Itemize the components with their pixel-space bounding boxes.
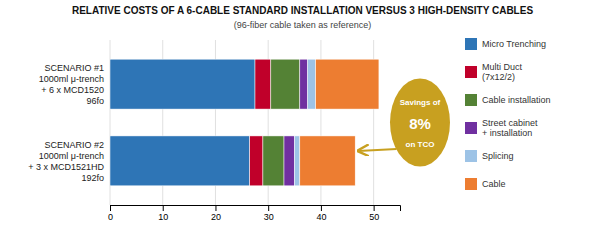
chart: RELATIVE COSTS OF A 6-CABLE STANDARD INS… — [0, 0, 605, 239]
title: RELATIVE COSTS OF A 6-CABLE STANDARD INS… — [72, 5, 533, 16]
bar — [110, 136, 250, 186]
legend-swatch — [465, 178, 477, 190]
bar — [308, 59, 316, 109]
bar — [271, 59, 300, 109]
tick: 40 — [316, 205, 326, 222]
legend-swatch — [465, 94, 477, 106]
bar — [255, 59, 271, 109]
tick-mark — [110, 205, 111, 211]
legend-item: Cable — [465, 178, 506, 190]
legend-label: Cable — [482, 179, 506, 189]
tick: 20 — [211, 205, 221, 222]
bars — [110, 59, 379, 186]
legend-item: Micro Trenching — [465, 38, 546, 50]
annotation-text: on TCO — [406, 140, 435, 149]
legend-label: Splicing — [482, 151, 514, 161]
annotation-arrow — [358, 149, 396, 151]
tick: 0 — [108, 205, 113, 222]
bar — [110, 59, 255, 109]
legend-swatch — [465, 66, 477, 78]
annotation-text: 8% — [409, 115, 431, 132]
tick-mark — [215, 205, 216, 211]
bar — [300, 136, 355, 186]
legend-label: Street cabinet+ installation — [482, 118, 538, 138]
legend-item: Multi Duct(7x12/2) — [465, 62, 523, 83]
category-labels: SCENARIO #11000ml μ-trench+ 6 x MCD15209… — [28, 63, 104, 183]
bar — [300, 59, 308, 109]
tick-mark — [374, 205, 375, 211]
bar — [316, 59, 379, 109]
legend-swatch — [465, 150, 477, 162]
legend-label: Cable installation — [482, 95, 551, 105]
annotation: Savings of 8% on TCO — [358, 79, 450, 167]
tick-mark — [321, 205, 322, 211]
bar — [250, 136, 263, 186]
tick: 50 — [369, 205, 379, 222]
tick-label: 40 — [316, 212, 326, 222]
category-label: SCENARIO #21000ml μ-trench+ 3 x MCD1521H… — [28, 140, 104, 183]
axis-line — [111, 206, 401, 212]
tick-mark — [163, 205, 164, 211]
bar — [295, 136, 300, 186]
tick-label: 10 — [158, 212, 168, 222]
tick-label: 30 — [264, 212, 274, 222]
x-axis: 0 10 20 30 40 50 — [108, 205, 401, 222]
annotation-bubble — [390, 79, 450, 167]
legend-item: Cable installation — [465, 94, 551, 106]
tick: 10 — [158, 205, 168, 222]
legend-swatch — [465, 122, 477, 134]
bar — [284, 136, 295, 186]
category-label: SCENARIO #11000ml μ-trench+ 6 x MCD15209… — [39, 63, 104, 106]
legend-item: Street cabinet+ installation — [465, 118, 538, 138]
bar — [263, 136, 284, 186]
annotation-text: Savings of — [400, 98, 441, 107]
legend-swatch — [465, 38, 477, 50]
legend-label: Multi Duct(7x12/2) — [482, 62, 523, 83]
tick-label: 20 — [211, 212, 221, 222]
legend-item: Splicing — [465, 150, 514, 162]
legend: Micro Trenching Multi Duct(7x12/2) Cable i… — [465, 38, 551, 190]
tick-mark — [268, 205, 269, 211]
subtitle: (96-fiber cable taken as reference) — [234, 20, 372, 30]
tick-label: 50 — [369, 212, 379, 222]
tick: 30 — [264, 205, 274, 222]
legend-label: Micro Trenching — [482, 39, 546, 49]
tick-label: 0 — [108, 212, 113, 222]
